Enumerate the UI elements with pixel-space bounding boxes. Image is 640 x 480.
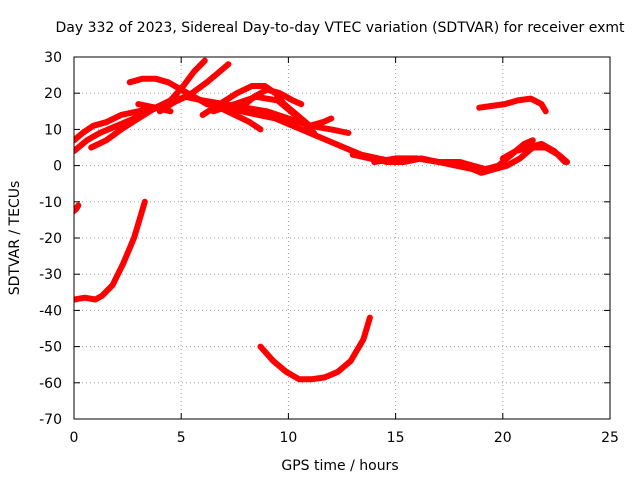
series-line-s12 — [238, 86, 305, 111]
series-line-s8 — [156, 61, 232, 115]
y-tick-label: 30 — [44, 50, 62, 66]
series-line-s6 — [126, 75, 399, 165]
series-line-s17 — [499, 140, 568, 165]
y-tick-label: -10 — [39, 195, 62, 211]
x-tick-label: 20 — [494, 430, 512, 446]
y-tick-label: 20 — [44, 86, 62, 102]
y-tick-label: -60 — [39, 376, 62, 392]
x-tick-label: 0 — [70, 430, 79, 446]
x-tick-label: 5 — [177, 430, 186, 446]
y-tick-label: -70 — [39, 412, 62, 428]
series-line-s1 — [74, 202, 82, 215]
chart-title: Day 332 of 2023, Sidereal Day-to-day VTE… — [56, 20, 626, 36]
series-line-s13 — [257, 314, 373, 383]
series-layer — [74, 57, 571, 383]
y-tick-label: -50 — [39, 340, 62, 356]
series-line-s16 — [476, 95, 549, 115]
y-tick-labels: 30 20 10 0 -10 -20 -30 -40 -50 -60 -70 — [39, 50, 62, 428]
series-line-s11 — [210, 93, 318, 136]
x-tick-label: 25 — [601, 430, 619, 446]
y-tick-label: 0 — [53, 159, 62, 175]
y-axis-label: SDTVAR / TECUs — [7, 181, 23, 296]
x-axis-label: GPS time / hours — [281, 458, 398, 474]
x-tick-label: 15 — [387, 430, 405, 446]
x-tick-labels: 0 5 10 15 20 25 — [70, 430, 619, 446]
ticks-layer — [73, 56, 611, 420]
y-tick-label: -20 — [39, 231, 62, 247]
y-tick-label: -30 — [39, 267, 62, 283]
series-line-s2 — [74, 198, 148, 303]
y-tick-label: -40 — [39, 303, 62, 319]
x-tick-label: 10 — [279, 430, 297, 446]
y-tick-label: 10 — [44, 122, 62, 138]
